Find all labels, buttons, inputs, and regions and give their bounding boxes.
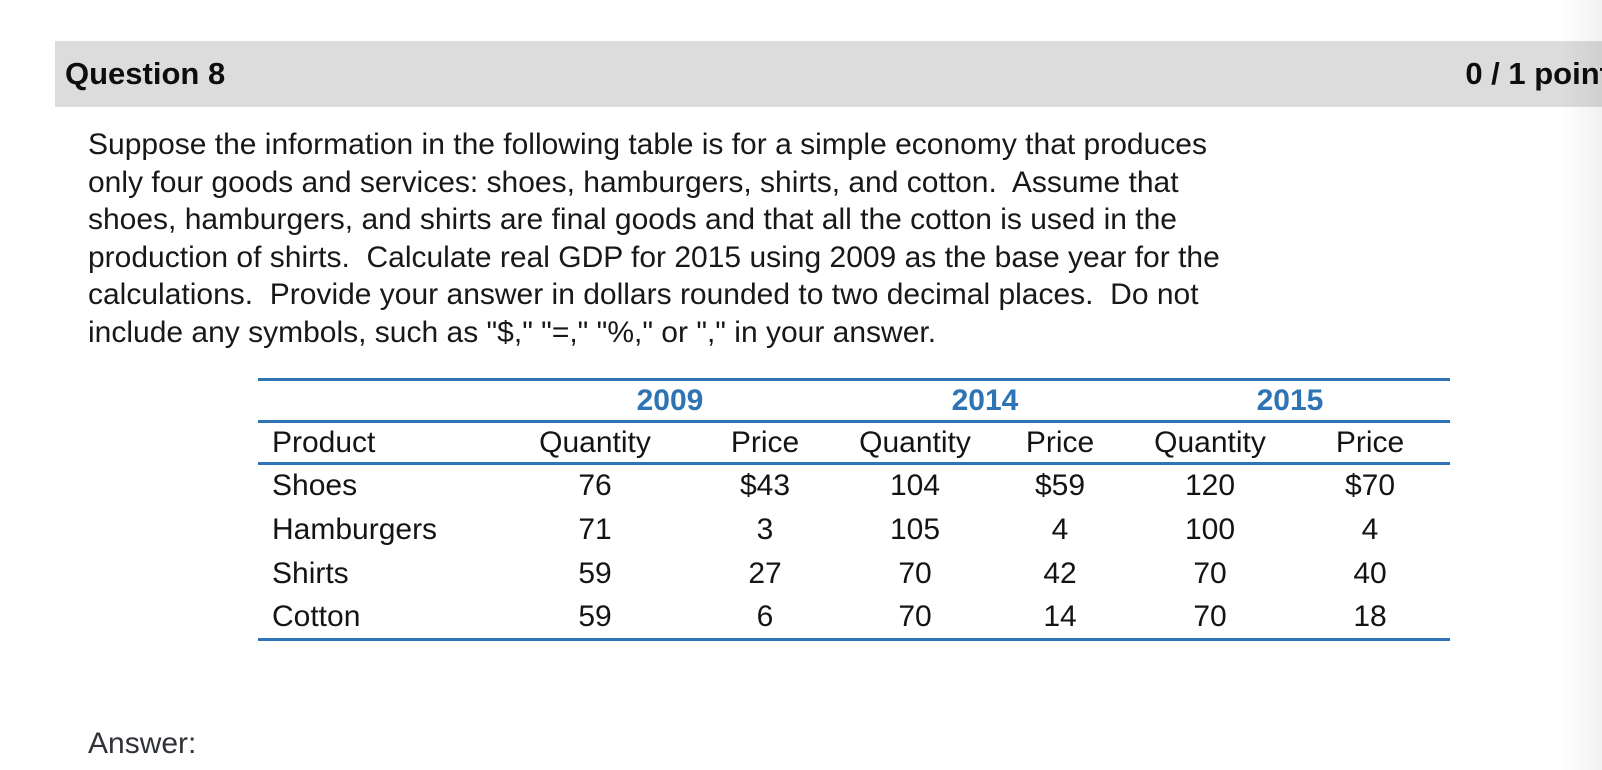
table-cell: 6 xyxy=(756,599,774,633)
table-cell: 120 xyxy=(1184,469,1236,503)
table-cell: 100 xyxy=(1184,512,1236,546)
table-cell: 70 xyxy=(1193,556,1227,590)
column-header-quantity-2009: Quantity xyxy=(500,421,690,465)
table-cell: 4 xyxy=(1051,512,1069,546)
question-score: 0 / 1 point xyxy=(1465,56,1602,91)
column-header-quantity-2015: Quantity xyxy=(1130,421,1290,465)
table-cell: 42 xyxy=(1043,556,1077,590)
column-header-price-2009: Price xyxy=(690,421,840,465)
product-name: Shoes xyxy=(272,469,358,503)
column-header-price-2014: Price xyxy=(990,421,1130,465)
table-cell: 76 xyxy=(578,469,612,503)
table-cell: 40 xyxy=(1353,556,1387,590)
question-text-line: Suppose the information in the following… xyxy=(88,128,1207,161)
table-cell: 59 xyxy=(578,556,612,590)
table-cell: $70 xyxy=(1344,469,1396,503)
table-row-cotton: Cotton 59 6 70 14 70 18 xyxy=(258,596,1450,640)
table-cell: 104 xyxy=(889,469,941,503)
question-text-line: production of shirts. Calculate real GDP… xyxy=(88,240,1220,274)
product-name: Cotton xyxy=(272,599,361,633)
question-header-bar: Question 8 0 / 1 point xyxy=(55,41,1602,107)
table-column-header-row: Product Quantity Price Quantity Price Qu… xyxy=(258,421,1450,465)
table-year-row: 2009 2014 2015 xyxy=(258,379,1450,423)
column-header-quantity-2014: Quantity xyxy=(840,421,990,465)
question-title: Question 8 xyxy=(65,56,226,91)
year-header-empty xyxy=(258,379,500,423)
table-cell: 27 xyxy=(748,556,782,590)
column-header-price-2015: Price xyxy=(1290,421,1450,465)
table-cell: $43 xyxy=(739,469,791,503)
question-text-line: only four goods and services: shoes, ham… xyxy=(88,165,1179,199)
table-row-hamburgers: Hamburgers 71 3 105 4 100 4 xyxy=(258,508,1450,552)
year-header-2014: 2014 xyxy=(840,379,1130,423)
table-cell: 59 xyxy=(578,599,612,633)
column-header-product: Product xyxy=(258,421,500,465)
table-cell: 70 xyxy=(1193,599,1227,633)
table-cell: 18 xyxy=(1353,599,1387,633)
year-header-2015: 2015 xyxy=(1130,379,1450,423)
table-cell: 70 xyxy=(898,556,932,590)
year-header-2009: 2009 xyxy=(500,379,840,423)
answer-label: Answer: xyxy=(88,727,197,760)
question-text: Suppose the information in the following… xyxy=(88,126,1568,351)
table-cell: $59 xyxy=(1034,469,1086,503)
table-cell: 105 xyxy=(889,512,941,546)
page-edge-shadow xyxy=(1560,0,1602,770)
table-cell: 70 xyxy=(898,599,932,633)
table-cell: 71 xyxy=(578,512,612,546)
question-text-line: calculations. Provide your answer in dol… xyxy=(88,278,1199,311)
economy-data-table: 2009 2014 2015 Product Quantity Price Qu… xyxy=(258,378,1450,641)
table-cell: 3 xyxy=(756,512,774,546)
product-name: Hamburgers xyxy=(272,512,438,546)
table-row-shoes: Shoes 76 $43 104 $59 120 $70 xyxy=(258,464,1450,508)
table-row-shirts: Shirts 59 27 70 42 70 40 xyxy=(258,552,1450,596)
question-text-line: include any symbols, such as "$," "=," "… xyxy=(88,315,937,349)
table-cell: 14 xyxy=(1043,599,1077,633)
question-text-line: shoes, hamburgers, and shirts are final … xyxy=(88,203,1177,236)
product-name: Shirts xyxy=(272,556,349,590)
table-cell: 4 xyxy=(1361,512,1379,546)
